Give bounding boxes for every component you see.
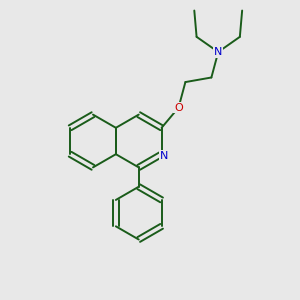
Text: N: N: [214, 47, 222, 57]
Text: N: N: [160, 151, 168, 161]
Text: O: O: [174, 103, 183, 112]
